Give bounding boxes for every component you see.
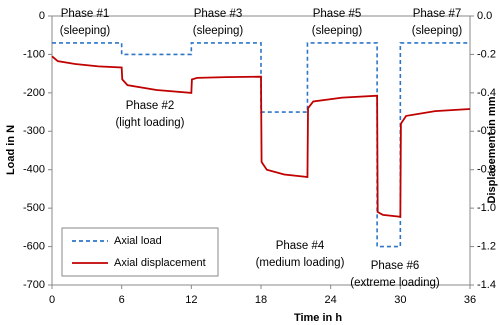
y-tick-label: -200: [23, 87, 45, 99]
x-tick-label: 24: [325, 294, 337, 306]
y-tick-label: -300: [23, 125, 45, 137]
y2-tick-label: -1.2: [477, 240, 496, 252]
y2-tick-label: -0.6: [477, 125, 496, 137]
annotation: Phase #6: [371, 260, 420, 272]
y2-tick-label: -0.2: [477, 48, 496, 60]
y-axis-label: Load in N: [5, 125, 17, 175]
annotation: Phase #3: [194, 8, 243, 20]
annotation: Phase #4: [276, 240, 325, 252]
y-tick-label: -500: [23, 202, 45, 214]
y2-tick-label: 0.0: [477, 10, 492, 22]
series-line: [52, 42, 470, 248]
x-tick-label: 30: [394, 294, 406, 306]
legend-label: Axial load: [114, 235, 162, 247]
y-tick-label: -600: [23, 240, 45, 252]
x-tick-label: 6: [119, 294, 125, 306]
annotation: (sleeping): [193, 25, 244, 37]
annotation: (sleeping): [312, 25, 363, 37]
legend-label: Axial displacement: [114, 257, 206, 269]
x-tick-label: 12: [185, 294, 197, 306]
x-axis-label: Time in h: [294, 312, 342, 324]
y-tick-label: -100: [23, 48, 45, 60]
annotation: Phase #5: [313, 8, 362, 20]
annotation: Phase #7: [413, 8, 462, 20]
y-tick-label: -700: [23, 279, 45, 291]
annotation: Phase #1: [61, 8, 110, 20]
y2-axis-label: Displacement in mm: [486, 96, 498, 203]
legend-box: [61, 227, 219, 277]
y-tick-label: -400: [23, 164, 45, 176]
x-tick-label: 0: [49, 294, 55, 306]
annotation: (sleeping): [60, 25, 111, 37]
y2-tick-label: -0.4: [477, 87, 496, 99]
y2-tick-label: -1.4: [477, 279, 496, 291]
y2-tick-label: -1.0: [477, 202, 496, 214]
x-tick-label: 18: [255, 294, 267, 306]
annotation: Phase #2: [126, 100, 175, 112]
y2-tick-label: -0.8: [477, 164, 496, 176]
x-tick-label: 36: [464, 294, 476, 306]
annotation: (extreme loading): [350, 277, 440, 289]
series-line: [51, 55, 471, 218]
annotation: (light loading): [115, 117, 184, 129]
y-tick-label: 0: [39, 10, 45, 22]
annotation: (medium loading): [256, 257, 345, 269]
annotation: (sleeping): [412, 25, 463, 37]
